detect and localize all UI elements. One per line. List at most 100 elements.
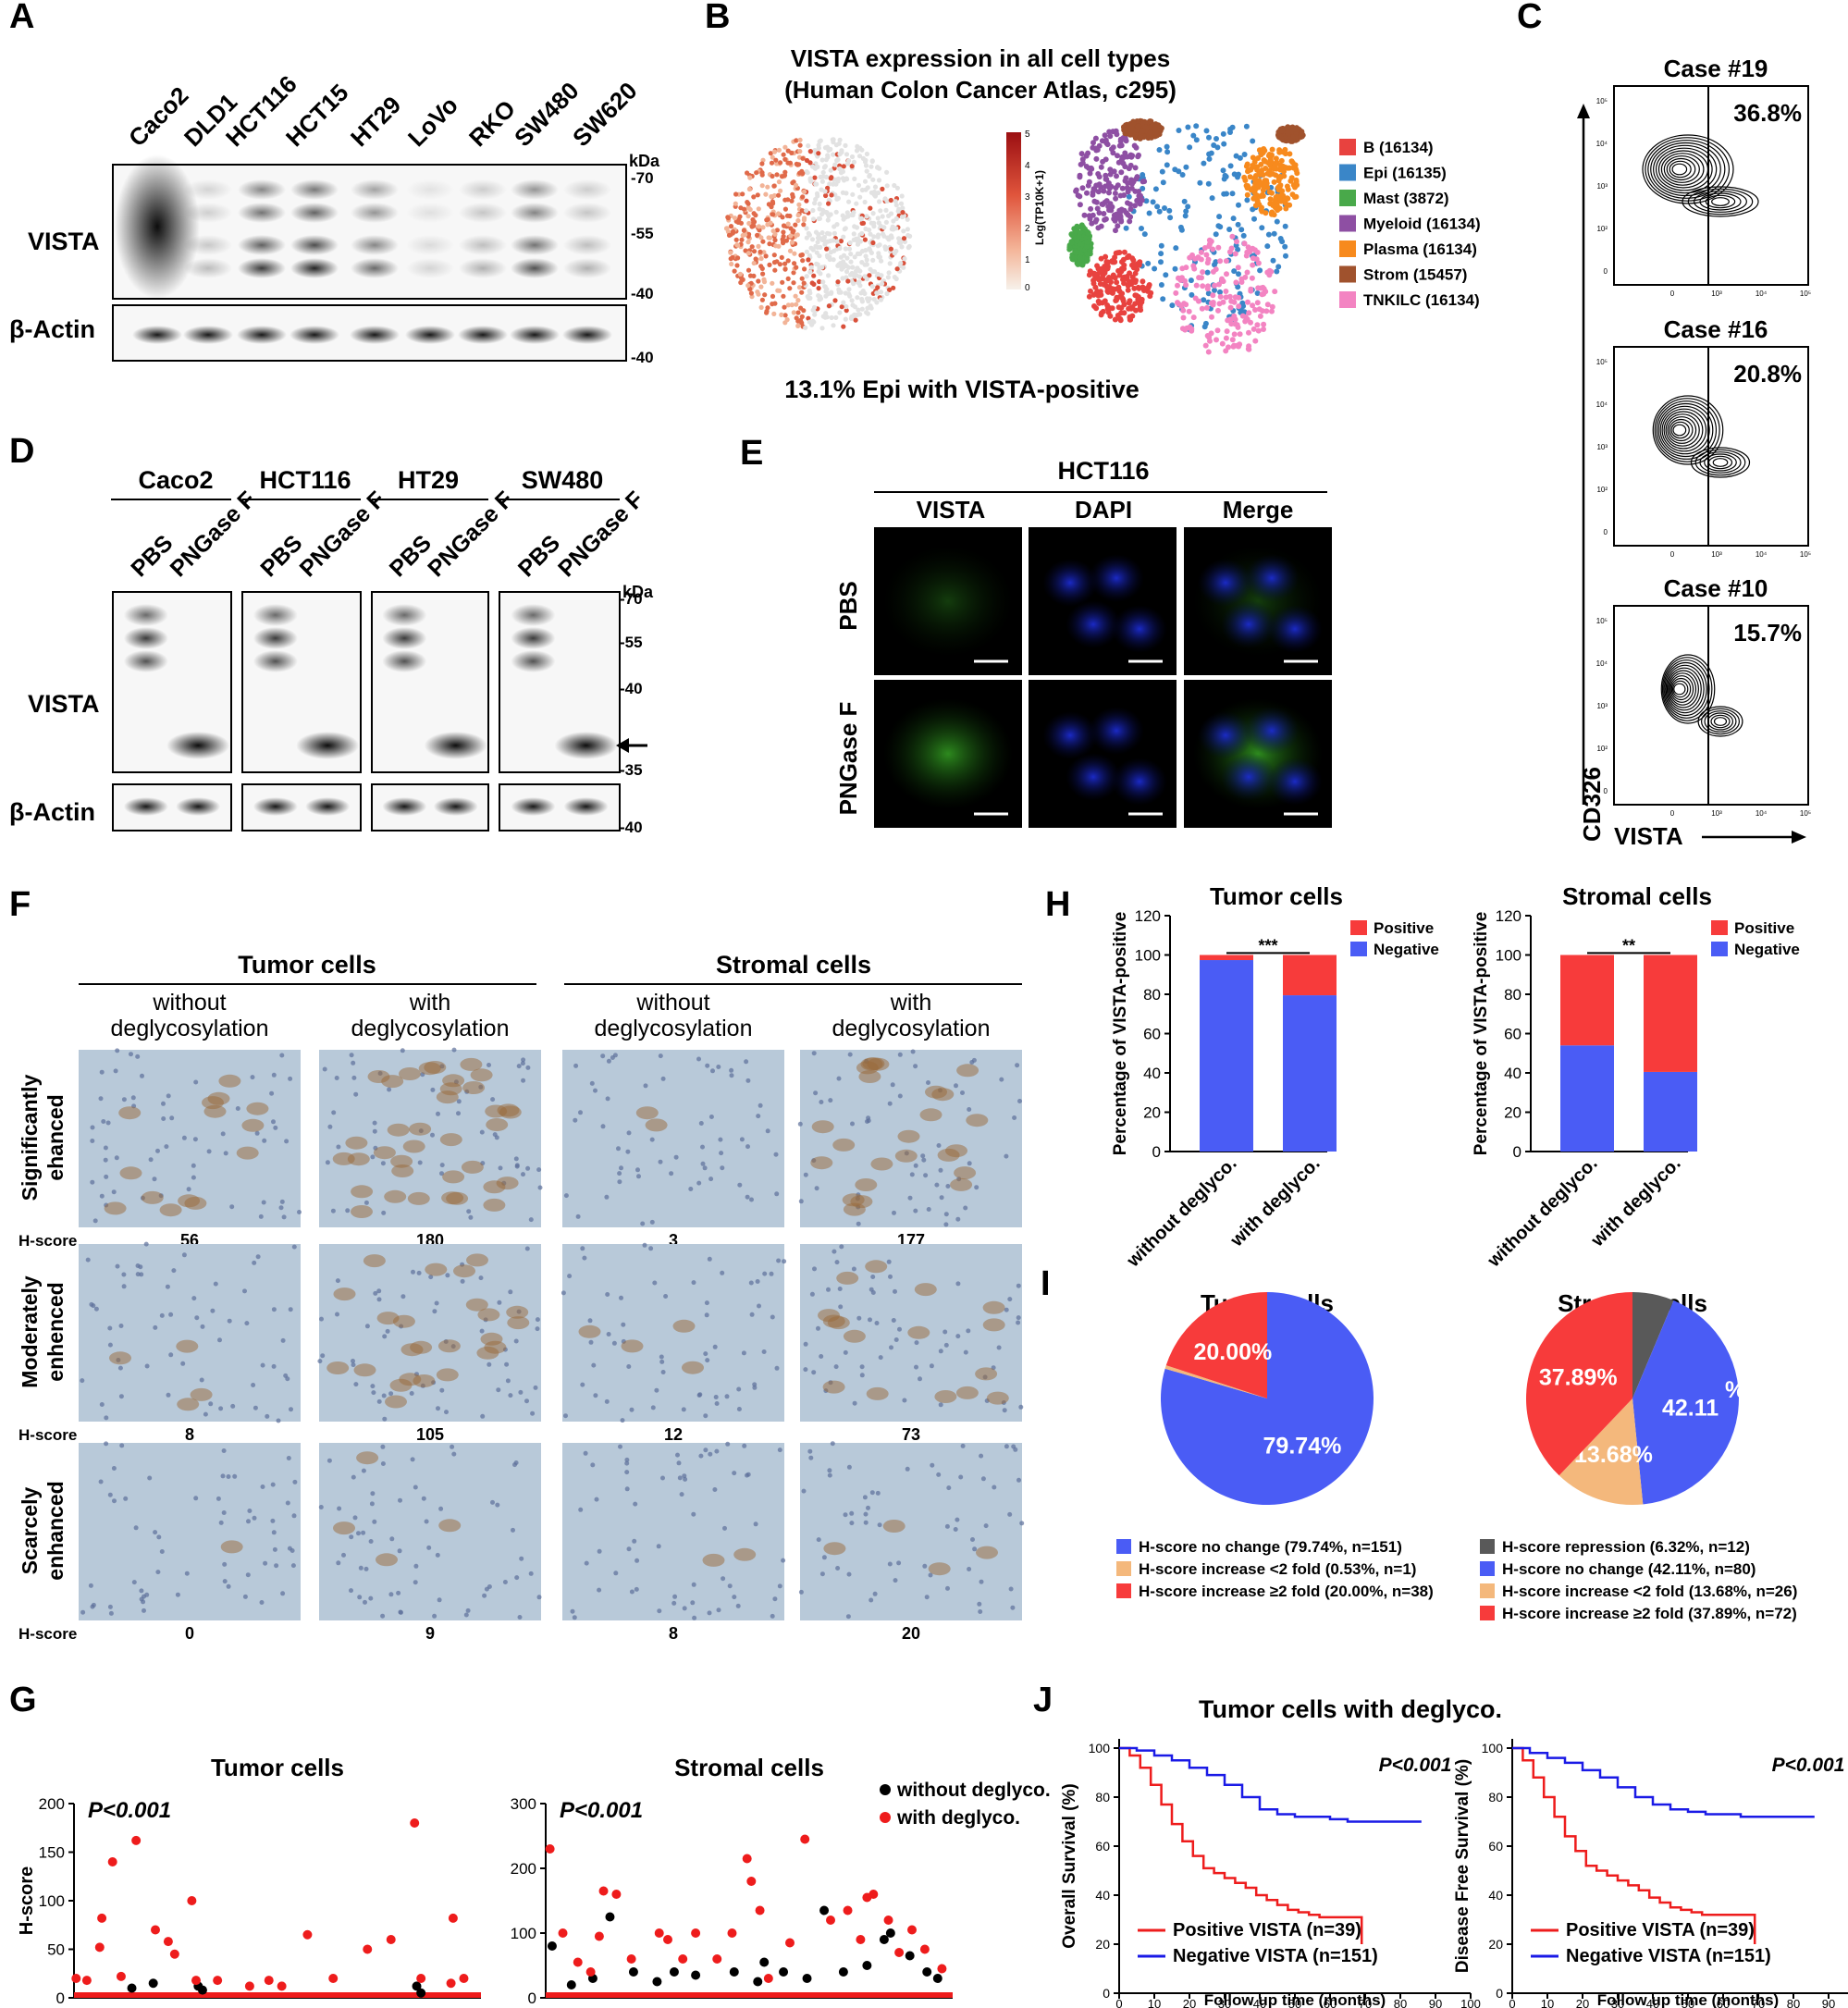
if-nucleus xyxy=(1042,711,1098,759)
umap-point xyxy=(1069,254,1076,261)
ihc-nucleus xyxy=(774,1365,780,1371)
blot-band xyxy=(511,650,556,672)
umap-point xyxy=(782,144,788,150)
ihc-nucleus xyxy=(708,1176,714,1182)
umap-point xyxy=(1103,283,1110,289)
umap-point xyxy=(864,262,869,267)
umap-point xyxy=(1208,300,1214,306)
y-tick-label: 40 xyxy=(1095,1888,1110,1903)
umap-point xyxy=(780,279,785,285)
umap-point xyxy=(1133,277,1139,284)
umap-point xyxy=(1216,281,1222,288)
contour xyxy=(1671,163,1688,176)
ihc-nucleus xyxy=(928,1572,933,1578)
umap-point xyxy=(881,225,887,230)
y-tick: 10³ xyxy=(1596,443,1608,451)
umap-point xyxy=(799,276,805,281)
y-tick: 10⁴ xyxy=(1596,659,1608,668)
legend-label: H-score increase ≥2 fold (20.00%, n=38) xyxy=(1139,1583,1434,1600)
umap-point xyxy=(857,251,863,256)
umap-point xyxy=(833,142,840,148)
umap-point xyxy=(1203,252,1210,258)
ihc-nucleus xyxy=(765,1128,770,1134)
ihc-nucleus xyxy=(280,1337,286,1343)
umap-point xyxy=(1179,172,1186,178)
scatter-point xyxy=(753,1977,763,1987)
umap-point xyxy=(1246,310,1252,316)
umap-point xyxy=(806,257,811,263)
umap-point xyxy=(1107,166,1114,173)
umap-point xyxy=(755,192,760,198)
cbar-tick: 3 xyxy=(1025,192,1030,203)
ihc-nucleus xyxy=(186,1187,191,1192)
marker-35: -35 xyxy=(620,761,643,779)
umap-point xyxy=(1235,246,1241,253)
umap-point xyxy=(846,287,852,292)
umap-point xyxy=(804,249,810,254)
ihc-nucleus xyxy=(103,1145,108,1151)
p-value: P<0.001 xyxy=(1772,1755,1845,1776)
ihc-nucleus xyxy=(370,1384,376,1389)
umap-point xyxy=(1269,211,1275,217)
ihc-nucleus xyxy=(382,1416,388,1422)
if-nucleus xyxy=(1221,600,1276,648)
ihc-nucleus xyxy=(872,1591,878,1596)
panel-label-e: E xyxy=(740,434,763,473)
lane-label: SW620 xyxy=(567,77,643,153)
umap-point xyxy=(1250,326,1257,332)
ihc-nucleus xyxy=(696,1180,702,1186)
ihc-nucleus xyxy=(413,1484,418,1490)
contour xyxy=(1711,197,1730,206)
y-tick-label: 300 xyxy=(511,1795,536,1813)
umap-point xyxy=(1232,251,1238,257)
pie-slice xyxy=(1558,1398,1644,1505)
y-tick: 10³ xyxy=(1596,702,1608,710)
umap-point xyxy=(1250,302,1256,309)
ihc-nucleus xyxy=(660,1475,665,1481)
ihc-nucleus xyxy=(851,1266,856,1272)
ihc-nucleus xyxy=(983,1523,989,1529)
contour xyxy=(1661,657,1713,721)
panel-g-scatter: Tumor cells0501001502000190P<0.001H-scor… xyxy=(17,1754,1051,2008)
ihc-nucleus xyxy=(675,1452,680,1458)
umap-point xyxy=(771,253,777,258)
b-title-2: (Human Colon Cancer Atlas, c295) xyxy=(784,76,1177,104)
umap-point xyxy=(781,223,787,228)
umap-point xyxy=(1220,130,1226,137)
umap-point xyxy=(1117,136,1124,142)
contour xyxy=(1669,160,1692,179)
blot-band xyxy=(123,650,168,672)
umap-point xyxy=(1255,327,1262,334)
ihc-nucleus xyxy=(816,1537,821,1543)
umap-point xyxy=(848,252,854,257)
umap-point xyxy=(822,189,828,194)
ihc-stain xyxy=(326,1361,350,1374)
ihc-nucleus xyxy=(722,1525,727,1531)
blot-band xyxy=(351,179,399,200)
umap-point xyxy=(1123,127,1129,133)
ihc-nucleus xyxy=(368,1595,374,1601)
ihc-stain xyxy=(351,1205,373,1218)
umap-point xyxy=(876,178,882,183)
umap-point xyxy=(1130,261,1137,267)
ihc-nucleus xyxy=(203,1411,208,1417)
umap-point xyxy=(806,315,811,321)
ihc-nucleus xyxy=(770,1314,775,1320)
ihc-nucleus xyxy=(191,1296,197,1301)
contour xyxy=(1682,186,1759,217)
umap-point xyxy=(851,281,856,287)
ihc-stain xyxy=(955,1386,979,1399)
ihc-nucleus xyxy=(561,1290,566,1296)
umap-point xyxy=(1097,289,1103,295)
ihc-nucleus xyxy=(273,1125,278,1130)
umap-point xyxy=(1146,210,1152,216)
ihc-nucleus xyxy=(923,1173,929,1178)
ihc-nucleus xyxy=(438,1506,444,1511)
ihc-stain xyxy=(407,1191,430,1205)
ihc-nucleus xyxy=(334,1076,339,1080)
lane-label: HT29 xyxy=(345,91,406,152)
umap-point xyxy=(1209,195,1215,202)
ihc-nucleus xyxy=(436,1406,440,1411)
ihc-nucleus xyxy=(380,1613,386,1619)
ihc-stain xyxy=(392,1314,415,1328)
